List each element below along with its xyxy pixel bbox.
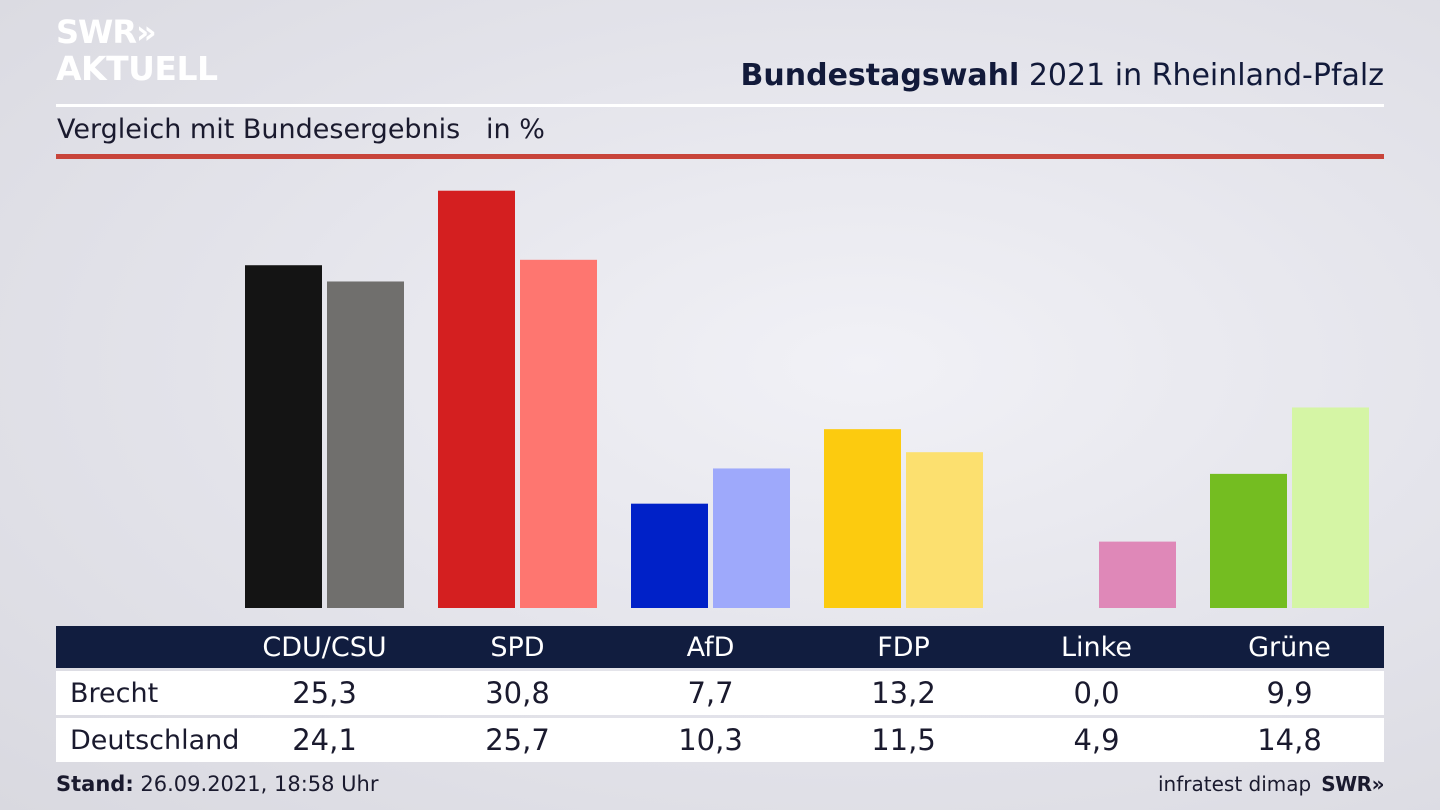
- row-label-brecht: Brecht: [70, 677, 159, 709]
- swr-aktuell-logo: SWR» AKTUELL: [56, 16, 218, 85]
- stand-value: 26.09.2021, 18:58 Uhr: [133, 772, 379, 796]
- value-cell-spd-brecht: 30,8: [485, 676, 550, 710]
- value-cell-fdp-deutschland: 11,5: [871, 723, 936, 757]
- column-header-linke: Linke: [1061, 631, 1132, 663]
- title-rest: 2021 in Rheinland-Pfalz: [1019, 58, 1384, 93]
- value-cell-fdp-brecht: 13,2: [871, 676, 936, 710]
- value-cell-cdu-csu-deutschland: 24,1: [292, 723, 357, 757]
- bar-fdp-deutschland: [906, 452, 983, 608]
- stand-label: Stand:: [56, 772, 134, 796]
- source-label: infratest dimap: [1158, 772, 1312, 796]
- page-title: Bundestagswahl 2021 in Rheinland-Pfalz: [741, 58, 1384, 93]
- bar-gr-ne-brecht: [1210, 473, 1287, 608]
- table-row: Brecht 25,3 30,8 7,7 13,2 0,0 9,9: [56, 671, 1384, 715]
- bar-spd-deutschland: [520, 259, 597, 608]
- column-header-afd: AfD: [686, 631, 735, 663]
- logo-line-aktuell: AKTUELL: [56, 49, 218, 88]
- value-cell-afd-brecht: 7,7: [687, 676, 734, 710]
- column-header-cdu-csu: CDU/CSU: [262, 631, 387, 663]
- footer-swr-logo: SWR»: [1321, 772, 1384, 796]
- value-cell-gr-ne-deutschland: 14,8: [1257, 723, 1322, 757]
- column-header-fdp: FDP: [877, 631, 930, 663]
- value-cell-spd-deutschland: 25,7: [485, 723, 550, 757]
- row-label-deutschland: Deutschland: [70, 724, 240, 756]
- logo-line-swr: SWR»: [56, 13, 157, 51]
- value-cell-linke-deutschland: 4,9: [1073, 723, 1120, 757]
- value-cell-linke-brecht: 0,0: [1073, 676, 1120, 710]
- header-divider: [56, 104, 1384, 107]
- column-header-gr-ne: Grüne: [1248, 631, 1331, 663]
- results-table: CDU/CSU SPD AfD FDP Linke Grüne Brecht 25,3 30…: [56, 626, 1384, 762]
- bar-cdu-csu-brecht: [245, 265, 322, 608]
- bar-fdp-brecht: [824, 429, 901, 608]
- chart-subtitle: Vergleich mit Bundesergebnis in %: [57, 114, 545, 145]
- bar-linke-deutschland: [1099, 541, 1176, 608]
- accent-rule: [56, 154, 1384, 159]
- footer-timestamp: Stand: 26.09.2021, 18:58 Uhr: [56, 772, 379, 796]
- bar-gr-ne-deutschland: [1292, 407, 1369, 608]
- value-cell-cdu-csu-brecht: 25,3: [292, 676, 357, 710]
- table-row: Deutschland 24,1 25,7 10,3 11,5 4,9 14,8: [56, 718, 1384, 762]
- bar-afd-brecht: [631, 503, 708, 608]
- column-header-spd: SPD: [490, 631, 545, 663]
- bar-spd-brecht: [438, 190, 515, 609]
- footer-source: infratest dimap SWR»: [1158, 772, 1384, 796]
- bar-chart: [245, 190, 1369, 609]
- table-header-row: CDU/CSU SPD AfD FDP Linke Grüne: [56, 626, 1384, 668]
- value-cell-afd-deutschland: 10,3: [678, 723, 743, 757]
- title-bold: Bundestagswahl: [740, 58, 1020, 93]
- bar-cdu-csu-deutschland: [327, 281, 404, 608]
- value-cell-gr-ne-brecht: 9,9: [1266, 676, 1313, 710]
- bar-afd-deutschland: [713, 468, 790, 608]
